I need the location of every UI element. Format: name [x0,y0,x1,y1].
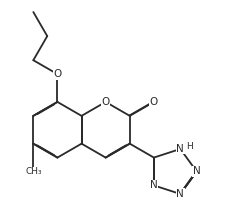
Text: N: N [150,180,158,190]
Text: O: O [150,97,158,107]
Text: O: O [102,97,110,107]
Text: N: N [193,167,201,176]
Text: N: N [176,144,184,154]
Text: O: O [53,69,62,79]
Text: N: N [176,144,184,154]
Text: N: N [176,189,184,199]
Text: CH₃: CH₃ [25,167,42,176]
Text: H: H [186,143,193,151]
